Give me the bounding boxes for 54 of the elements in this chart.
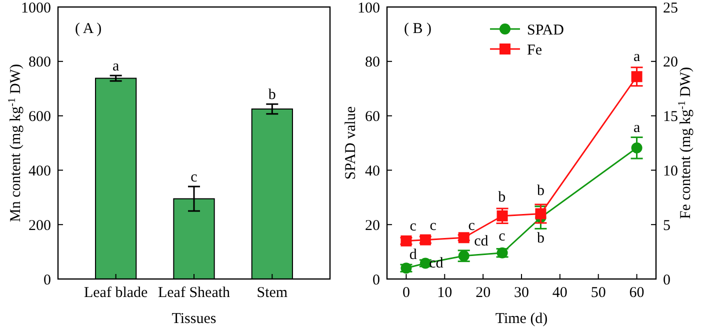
- annotation: c: [190, 170, 198, 186]
- x-tick-label: 10: [437, 285, 452, 301]
- point: [496, 210, 508, 222]
- x-tick-label: 30: [514, 285, 529, 301]
- y-tick-label: 60: [365, 109, 380, 126]
- y-tick-label: 200: [28, 218, 51, 234]
- point: [535, 208, 546, 220]
- y2-tick-label: 10: [663, 163, 678, 180]
- text: ( B ): [404, 21, 432, 37]
- x-axis-title: Tissues: [172, 311, 216, 327]
- y-tick-label: 600: [28, 109, 51, 126]
- x-axis-title: Time (d): [495, 311, 548, 327]
- text: ( A ): [75, 21, 102, 37]
- y-tick-label: 40: [365, 163, 380, 180]
- y-axis-title: SPAD value: [343, 106, 359, 180]
- x-tick-label: Stem: [256, 285, 288, 301]
- x-tick-label: Leaf blade: [84, 285, 148, 301]
- y2-tick-label: 0: [663, 272, 670, 288]
- x-tick-label: 0: [402, 285, 410, 301]
- x-tick-label: 60: [629, 285, 644, 301]
- annotation: b: [268, 87, 276, 104]
- x-tick-label: Leaf Sheath: [158, 285, 231, 301]
- y-tick-label: 0: [372, 272, 380, 288]
- x-tick-label: 20: [476, 285, 491, 301]
- annotation: cd: [474, 234, 489, 250]
- annotation: c: [430, 218, 437, 234]
- annotation: a: [633, 120, 640, 136]
- annotation: c: [468, 218, 476, 234]
- y-tick-label: 100: [358, 0, 380, 16]
- x-tick-label: 40: [552, 285, 568, 301]
- y-tick-label: 800: [28, 54, 51, 71]
- annotation: b: [536, 183, 544, 200]
- legend-label: SPAD: [527, 22, 564, 38]
- annotation: d: [409, 246, 418, 263]
- point: [631, 71, 642, 82]
- y2-tick-label: 5: [663, 218, 670, 234]
- y-tick-label: 1000: [21, 0, 51, 16]
- y-tick-label: 80: [365, 54, 380, 71]
- annotation: b: [536, 230, 544, 246]
- point: [458, 232, 470, 244]
- annotation: b: [498, 189, 506, 206]
- annotation: c: [498, 228, 506, 245]
- annotation: c: [410, 218, 417, 235]
- legend-label: Fe: [527, 42, 542, 58]
- y-tick-label: 0: [44, 272, 51, 288]
- point: [631, 142, 642, 154]
- annotation: a: [112, 58, 120, 75]
- y-tick-label: 400: [28, 163, 51, 180]
- y2-tick-label: 15: [663, 109, 678, 126]
- y2-tick-label: 20: [663, 54, 678, 71]
- x-tick-label: 50: [590, 285, 606, 301]
- y2-tick-label: 25: [663, 0, 678, 16]
- annotation: a: [633, 48, 640, 65]
- y-tick-label: 20: [365, 218, 380, 234]
